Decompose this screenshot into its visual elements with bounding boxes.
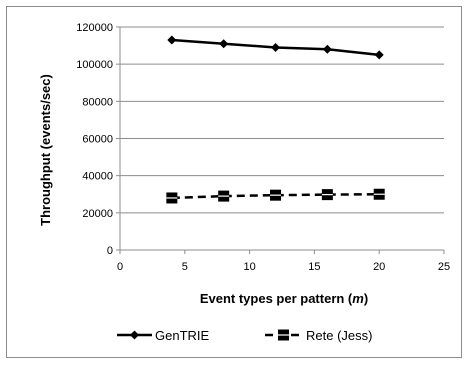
y-axis-title: Throughput (events/sec): [38, 74, 53, 226]
gridlines: [120, 26, 444, 214]
x-axis-title-suffix: ): [364, 291, 368, 306]
series-layer: [166, 35, 385, 204]
data-point: [322, 44, 332, 54]
x-tick-label: 10: [243, 261, 255, 273]
axes: [116, 26, 445, 254]
data-point: [219, 39, 229, 49]
x-tick-label: 15: [308, 261, 320, 273]
x-tick-labels: 0 5 10 15 20 25: [117, 261, 450, 273]
legend-label: GenTRIE: [155, 328, 210, 343]
data-point: [374, 50, 384, 60]
y-tick-label: 20000: [82, 208, 113, 220]
series-1: [166, 188, 385, 204]
x-axis-title-variable: m: [352, 291, 364, 306]
y-tick-label: 60000: [82, 134, 113, 146]
data-point: [167, 35, 177, 45]
y-tick-label: 40000: [82, 171, 113, 183]
y-tick-label: 120000: [76, 22, 113, 34]
x-tick-label: 0: [117, 261, 123, 273]
x-axis-title-prefix: Event types per pattern (: [200, 291, 353, 306]
legend: GenTRIE Rete (Jess): [117, 328, 372, 343]
x-tick-label: 5: [182, 261, 188, 273]
x-tick-label: 20: [373, 261, 385, 273]
legend-marker: [130, 330, 139, 340]
y-tick-label: 100000: [76, 59, 113, 71]
legend-label: Rete (Jess): [306, 328, 372, 343]
y-tick-labels: 0 20000 40000 60000 80000 100000 120000: [76, 22, 113, 257]
series-line: [171, 193, 380, 200]
series-0: [167, 35, 384, 60]
x-axis-title: Event types per pattern (m): [200, 291, 368, 306]
legend-item: Rete (Jess): [265, 328, 372, 343]
legend-item: GenTRIE: [117, 328, 210, 343]
x-tick-label: 25: [438, 261, 450, 273]
data-point: [271, 42, 281, 52]
y-tick-label: 0: [107, 245, 113, 257]
y-tick-label: 80000: [82, 96, 113, 108]
